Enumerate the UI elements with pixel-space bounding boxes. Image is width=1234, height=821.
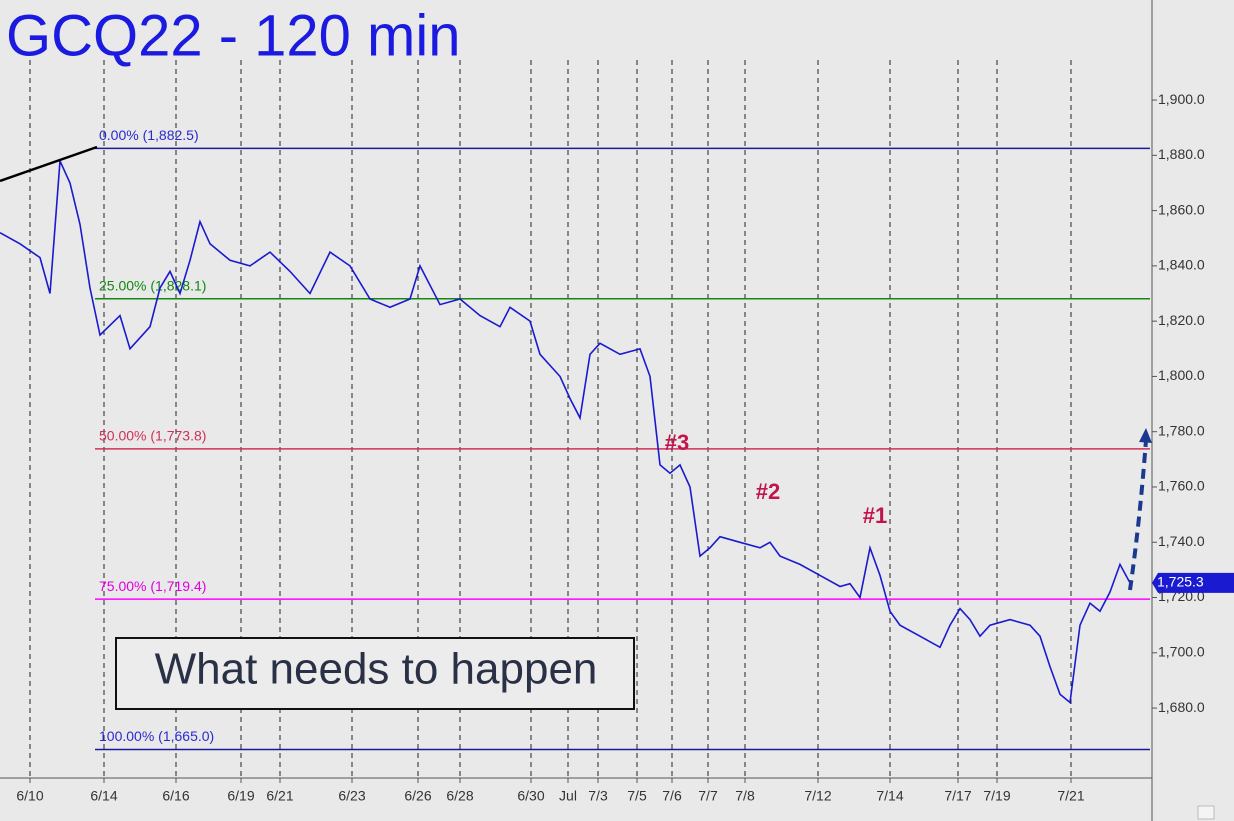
x-tick-label: 6/14 bbox=[90, 788, 117, 804]
x-tick-label: 6/23 bbox=[338, 788, 365, 804]
x-tick-label: 6/30 bbox=[517, 788, 544, 804]
price-line bbox=[0, 160, 1131, 705]
x-tick-label: 6/26 bbox=[404, 788, 431, 804]
x-tick-label: 7/17 bbox=[944, 788, 971, 804]
fib-label: 100.00% (1,665.0) bbox=[99, 728, 214, 744]
trend-line bbox=[0, 145, 98, 183]
x-tick-label: 7/21 bbox=[1057, 788, 1084, 804]
y-tick-label: 1,680.0 bbox=[1158, 699, 1205, 715]
x-tick-label: 7/3 bbox=[588, 788, 608, 804]
y-tick-label: 1,880.0 bbox=[1158, 146, 1205, 162]
callout-box bbox=[115, 637, 635, 710]
x-tick-label: 6/19 bbox=[227, 788, 254, 804]
fib-label: 25.00% (1,828.1) bbox=[99, 277, 206, 293]
scroll-button[interactable] bbox=[1197, 805, 1215, 820]
x-tick-label: 6/16 bbox=[162, 788, 189, 804]
fib-label: 75.00% (1,719.4) bbox=[99, 578, 206, 594]
x-tick-label: 7/12 bbox=[804, 788, 831, 804]
y-tick-label: 1,820.0 bbox=[1158, 312, 1205, 328]
x-tick-label: 7/7 bbox=[698, 788, 718, 804]
y-tick-label: 1,760.0 bbox=[1158, 478, 1205, 494]
arrow-head bbox=[1139, 428, 1152, 443]
fib-label: 0.00% (1,882.5) bbox=[99, 127, 199, 143]
y-tick-label: 1,700.0 bbox=[1158, 644, 1205, 660]
y-tick-label: 1,860.0 bbox=[1158, 201, 1205, 217]
last-price-tag bbox=[1152, 572, 1234, 593]
x-tick-label: 7/6 bbox=[662, 788, 682, 804]
x-tick-label: 7/5 bbox=[627, 788, 647, 804]
x-tick-label: Jul bbox=[559, 788, 577, 804]
x-tick-label: 6/10 bbox=[16, 788, 43, 804]
x-tick-label: 7/8 bbox=[735, 788, 755, 804]
projection-arrow bbox=[1128, 439, 1148, 591]
callout-text: What needs to happen bbox=[155, 645, 598, 694]
annotation: #1 bbox=[863, 503, 887, 528]
y-tick-label: 1,800.0 bbox=[1158, 367, 1205, 383]
x-tick-label: 7/14 bbox=[876, 788, 903, 804]
y-tick-label: 1,740.0 bbox=[1158, 533, 1205, 549]
x-tick-label: 6/28 bbox=[446, 788, 473, 804]
x-tick-label: 7/19 bbox=[983, 788, 1010, 804]
y-tick-label: 1,900.0 bbox=[1158, 91, 1205, 107]
x-tick-label: 6/21 bbox=[266, 788, 293, 804]
chart-title: GCQ22 - 120 min bbox=[6, 3, 461, 68]
last-price-label: 1,725.3 bbox=[1157, 574, 1204, 590]
annotation: #3 bbox=[665, 430, 689, 455]
fib-label: 50.00% (1,773.8) bbox=[99, 428, 206, 444]
y-tick-label: 1,840.0 bbox=[1158, 257, 1205, 273]
annotation: #2 bbox=[756, 479, 780, 504]
y-tick-label: 1,780.0 bbox=[1158, 422, 1205, 438]
